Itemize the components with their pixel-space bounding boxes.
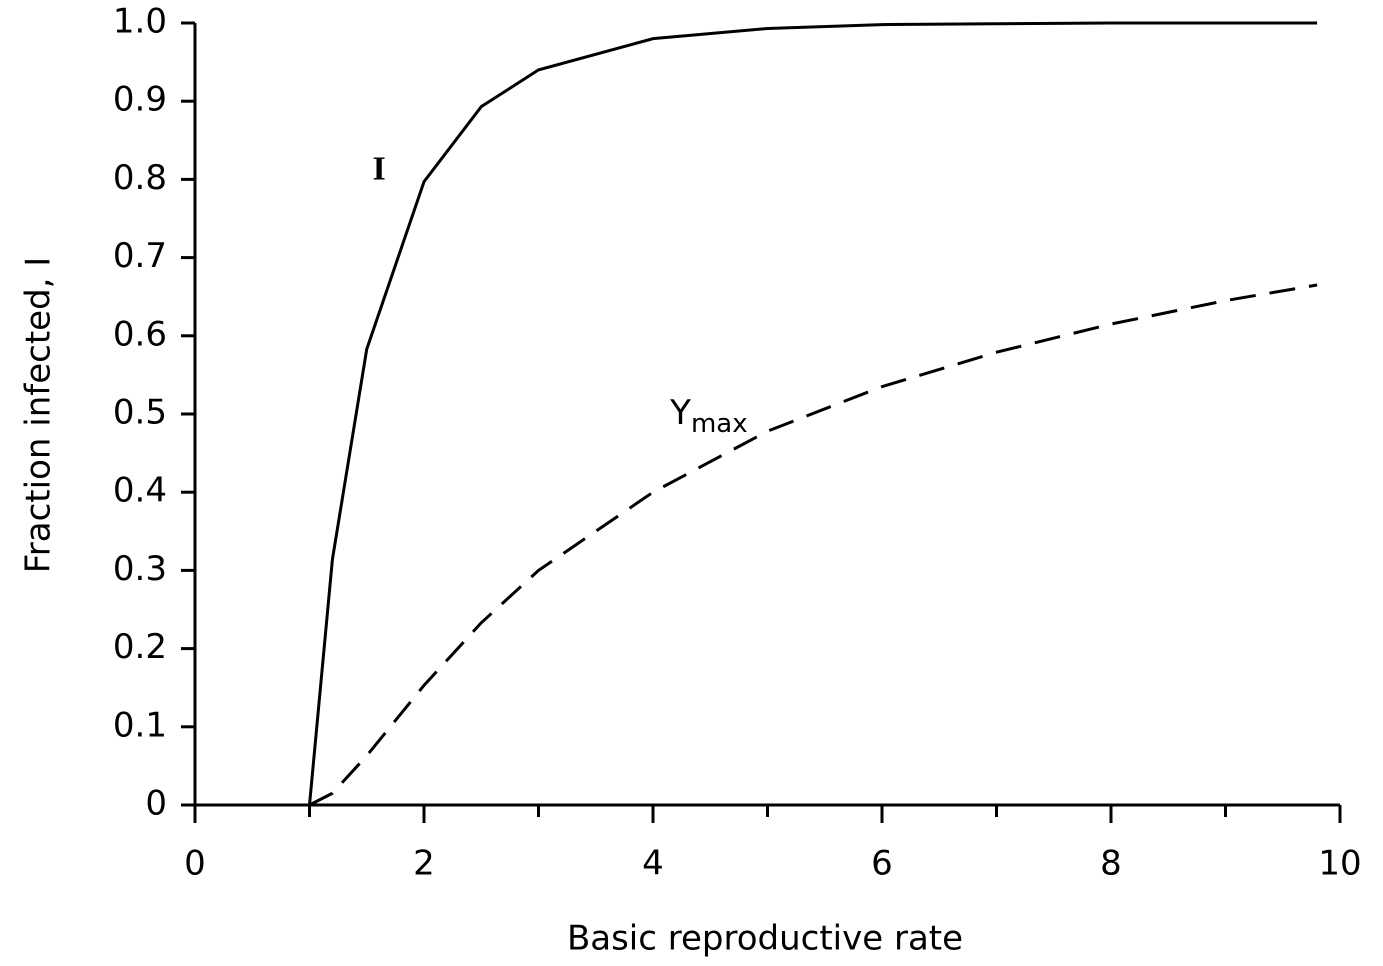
y-tick-label: 0.9 [113, 80, 167, 120]
annotation-text: Y [669, 393, 691, 433]
annotation-text: I [372, 150, 385, 187]
y-tick-label: 0.6 [113, 314, 167, 354]
y-tick-label: 0.1 [113, 705, 167, 745]
y-tick-label: 0.7 [113, 236, 167, 276]
y-tick-label: 1.0 [113, 2, 167, 42]
x-tick-label: 2 [413, 844, 435, 884]
y-tick-label: 0.5 [113, 393, 167, 433]
annotation-subscript: max [691, 409, 748, 439]
x-tick-label: 10 [1318, 844, 1361, 884]
y-tick-label: 0.3 [113, 549, 167, 589]
line-series [308, 283, 1318, 807]
y-tick-label: 0.4 [113, 471, 167, 511]
x-tick-label: 4 [642, 844, 664, 884]
x-tick-label: 6 [871, 844, 893, 884]
y-tick-label: 0 [145, 784, 167, 824]
line-series [308, 21, 1318, 806]
y-axis-label: Fraction infected, I [19, 257, 59, 574]
y-tick-label: 0.2 [113, 627, 167, 667]
annotation: Ymax [669, 393, 747, 439]
x-tick-label: 8 [1100, 844, 1122, 884]
y-tick-label: 0.8 [113, 158, 167, 198]
x-tick-label: 0 [184, 844, 206, 884]
x-axis-label: Basic reproductive rate [567, 919, 963, 959]
annotation: I [372, 150, 385, 187]
